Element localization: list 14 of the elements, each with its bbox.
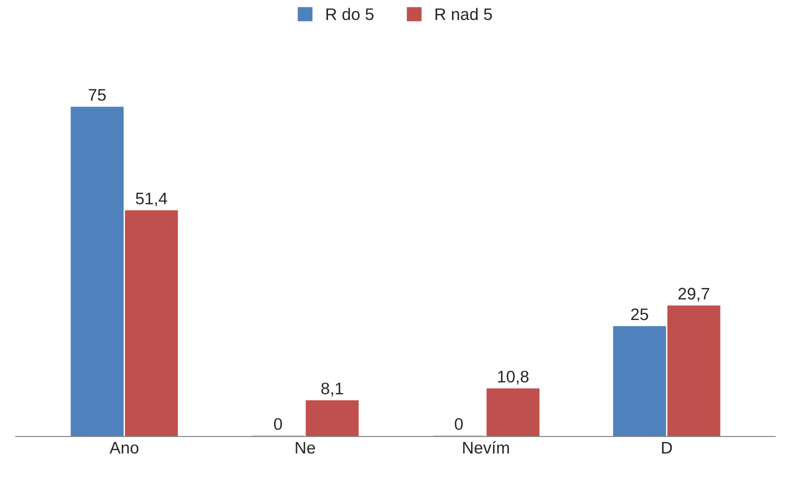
data-label: 8,1 <box>321 382 343 396</box>
legend-label: R nad 5 <box>436 8 492 20</box>
legend-label: R do 5 <box>326 8 374 20</box>
data-label: 25 <box>631 308 648 320</box>
data-label: 51,4 <box>136 192 168 206</box>
x-tick-label: D <box>662 442 672 454</box>
data-label: 29,7 <box>678 288 710 302</box>
x-tick-label: Ano <box>110 442 138 454</box>
data-label: 0 <box>454 418 463 430</box>
data-label: 0 <box>274 418 282 430</box>
data-label: 10,8 <box>498 370 529 384</box>
x-tick-label: Ne <box>296 442 316 454</box>
data-label: 75 <box>88 89 106 101</box>
x-tick-label: Nevím <box>463 441 509 454</box>
